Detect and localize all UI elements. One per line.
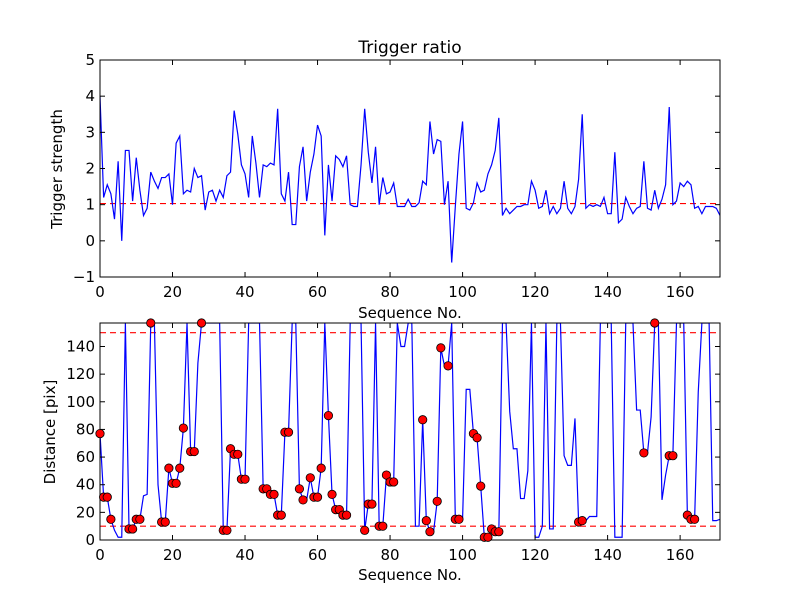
data-point-marker xyxy=(323,411,334,421)
x-tick-label: 120 xyxy=(521,283,550,301)
data-point-marker xyxy=(269,489,279,499)
data-point-marker xyxy=(164,463,174,473)
x-tick-label: 0 xyxy=(95,546,105,564)
series-group xyxy=(100,96,720,263)
x-tick-label: 80 xyxy=(381,283,400,301)
data-point-marker xyxy=(178,423,188,433)
data-point-marker xyxy=(106,514,116,524)
y-tick-label: 3 xyxy=(85,123,95,141)
x-tick-label: 100 xyxy=(448,283,477,301)
x-axis-label: Sequence No. xyxy=(358,304,462,322)
data-point-marker xyxy=(432,496,442,506)
data-point-marker xyxy=(378,521,388,531)
y-axis-label: Distance [pix] xyxy=(41,380,59,485)
series-line xyxy=(100,96,720,263)
y-tick-label: 120 xyxy=(66,365,95,383)
data-point-marker xyxy=(577,516,587,526)
data-point-marker xyxy=(135,514,145,524)
y-tick-label: 2 xyxy=(85,160,95,178)
y-tick-label: 80 xyxy=(76,420,95,438)
x-tick-label: 40 xyxy=(235,546,254,564)
data-point-marker xyxy=(367,499,377,509)
data-point-marker xyxy=(327,489,337,499)
data-point-marker xyxy=(222,525,232,535)
data-point-marker xyxy=(650,318,660,328)
x-tick-label: 140 xyxy=(593,283,622,301)
data-point-marker xyxy=(276,510,286,520)
data-point-marker xyxy=(443,361,453,371)
data-point-marker xyxy=(483,532,493,542)
data-point-marker xyxy=(418,415,428,425)
marker-group xyxy=(95,318,700,542)
data-point-marker xyxy=(196,318,207,328)
y-tick-label: 1 xyxy=(85,196,95,214)
data-point-marker xyxy=(639,448,649,458)
data-point-marker xyxy=(360,525,370,535)
data-point-marker xyxy=(233,449,243,459)
trigger-ratio-chart: Trigger ratio 0 20 40 60 80 100 120 140 160−1012… xyxy=(48,38,721,322)
data-point-marker xyxy=(690,514,700,524)
x-tick-label: 160 xyxy=(666,546,695,564)
distance-chart: 0 20 40 60 80 100 120 140 160020406080100120140 … xyxy=(41,318,721,584)
x-tick-label: 120 xyxy=(521,546,550,564)
chart-title: Trigger ratio xyxy=(357,38,461,58)
y-tick-label: 40 xyxy=(76,476,95,494)
data-point-marker xyxy=(175,463,185,473)
data-point-marker xyxy=(128,524,138,534)
data-point-marker xyxy=(240,474,250,484)
data-point-marker xyxy=(472,433,482,443)
x-tick-label: 100 xyxy=(448,546,477,564)
y-tick-label: 0 xyxy=(85,232,95,250)
series-line xyxy=(100,323,720,538)
y-tick-label: 60 xyxy=(76,448,95,466)
data-point-marker xyxy=(494,527,504,537)
data-point-marker xyxy=(146,318,156,328)
x-tick-label: 40 xyxy=(235,283,254,301)
data-point-marker xyxy=(298,495,308,505)
x-tick-label: 0 xyxy=(95,283,105,301)
data-point-marker xyxy=(421,516,431,526)
y-tick-label: 5 xyxy=(85,51,95,69)
y-tick-label: 140 xyxy=(66,337,95,355)
data-point-marker xyxy=(436,343,446,353)
x-tick-label: 20 xyxy=(163,546,182,564)
x-tick-label: 20 xyxy=(163,283,182,301)
y-tick-label: 0 xyxy=(85,531,95,549)
x-axis-label: Sequence No. xyxy=(358,566,462,584)
data-point-marker xyxy=(668,451,678,461)
data-point-marker xyxy=(312,492,323,502)
data-point-marker xyxy=(425,527,435,537)
data-point-marker xyxy=(341,510,352,520)
y-axis-label: Trigger strength xyxy=(48,109,66,230)
plot-area xyxy=(100,96,720,263)
y-tick-label: −1 xyxy=(73,268,95,286)
tick-group: 0 20 40 60 80 100 120 140 160 0 20 40 60 80 100 120 140 xyxy=(66,323,720,564)
data-point-marker xyxy=(95,428,105,439)
data-point-marker xyxy=(102,492,112,502)
x-tick-label: 80 xyxy=(381,546,400,564)
y-tick-label: 20 xyxy=(76,503,95,521)
x-tick-label: 60 xyxy=(308,283,327,301)
x-tick-label: 140 xyxy=(593,546,622,564)
data-point-marker xyxy=(189,446,199,457)
x-tick-label: 60 xyxy=(308,546,327,564)
data-point-marker xyxy=(389,477,399,487)
threshold-lines xyxy=(100,332,720,527)
series-group xyxy=(100,323,720,538)
data-point-marker xyxy=(294,484,305,494)
data-point-marker xyxy=(316,463,326,473)
y-tick-label: 100 xyxy=(66,393,95,411)
data-point-marker xyxy=(160,517,170,527)
x-tick-label: 160 xyxy=(666,283,695,301)
data-point-marker xyxy=(454,514,464,524)
data-point-marker xyxy=(305,473,315,483)
data-point-marker xyxy=(476,481,486,491)
data-point-marker xyxy=(283,427,294,437)
data-point-marker xyxy=(171,478,181,488)
plot-area xyxy=(100,323,720,538)
y-tick-label: 4 xyxy=(85,87,95,105)
